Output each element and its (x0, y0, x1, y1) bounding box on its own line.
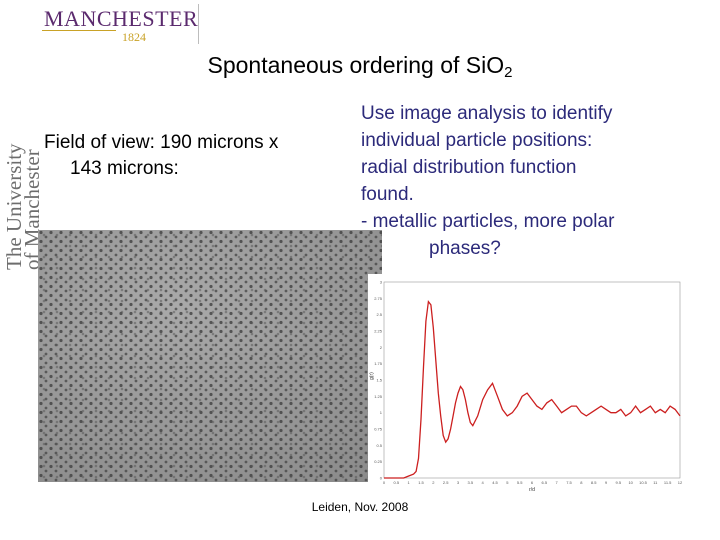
x-tick-label: 4 (482, 480, 485, 485)
manchester-logo: MANCHESTER 1824 (42, 6, 198, 46)
field-of-view-line2: 143 microns: (70, 158, 179, 179)
x-tick-label: 3 (457, 480, 460, 485)
chart-background (368, 274, 688, 494)
x-tick-label: 2 (432, 480, 435, 485)
y-tick-label: 0.5 (376, 443, 382, 448)
y-tick-label: 1.75 (374, 361, 383, 366)
analysis-line: phases? (429, 238, 501, 259)
x-tick-label: 9.5 (616, 480, 622, 485)
x-tick-label: 3.5 (468, 480, 474, 485)
x-tick-label: 0 (383, 480, 386, 485)
rdf-chart: 0 0.25 0.5 0.75 1 1.25 1.5 1.75 2 2.25 2.5 2.75 3 0 0.… (368, 274, 688, 494)
x-tick-label: 9 (605, 480, 608, 485)
y-tick-label: 0 (380, 476, 383, 481)
slide-title-subscript: 2 (504, 64, 513, 81)
y-tick-label: 0.75 (374, 427, 383, 432)
analysis-text: Use image analysis to identify individua… (361, 100, 614, 262)
field-of-view-text: Field of view: 190 microns x 143 microns… (44, 130, 278, 182)
y-tick-label: 0.25 (374, 459, 383, 464)
x-tick-label: 11.5 (664, 480, 672, 485)
x-tick-label: 2.5 (443, 480, 449, 485)
analysis-line: Use image analysis to identify (361, 103, 613, 124)
x-tick-label: 7.5 (566, 480, 572, 485)
x-tick-label: 10 (628, 480, 633, 485)
analysis-line: found. (361, 184, 414, 205)
y-tick-label: 2 (380, 345, 383, 350)
y-tick-label: 3 (380, 280, 383, 285)
side-logo-line1: The University (4, 143, 26, 270)
x-tick-label: 1.5 (418, 480, 424, 485)
slide-title-text: Spontaneous ordering of SiO (207, 52, 505, 78)
x-tick-label: 5 (506, 480, 509, 485)
y-axis-label: g(r) (369, 372, 375, 380)
field-of-view-line1: Field of view: 190 microns x (44, 132, 279, 153)
rdf-series-line (384, 299, 681, 479)
x-tick-label: 8.5 (591, 480, 597, 485)
y-tick-label: 1.5 (376, 378, 382, 383)
x-tick-label: 4.5 (492, 480, 498, 485)
slide-title: Spontaneous ordering of SiO2 (0, 52, 720, 81)
x-tick-label: 10.5 (639, 480, 648, 485)
x-tick-label: 6.5 (542, 480, 548, 485)
brand-rule (42, 30, 116, 31)
analysis-line: radial distribution function (361, 157, 577, 178)
x-axis-label: r/d (529, 487, 535, 493)
brand-year: 1824 (122, 30, 146, 44)
x-tick-label: 8 (580, 480, 583, 485)
y-tick-label: 2.5 (376, 312, 382, 317)
header-divider (198, 4, 199, 44)
x-tick-label: 6 (531, 480, 534, 485)
x-tick-label: 11 (653, 480, 658, 485)
plot-frame (383, 281, 681, 479)
y-tick-label: 1.25 (374, 394, 383, 399)
y-tick-label: 1 (380, 410, 383, 415)
footer-text: Leiden, Nov. 2008 (311, 500, 409, 514)
sem-micrograph (38, 230, 382, 482)
analysis-line: - metallic particles, more polar (361, 211, 615, 232)
x-tick-label: 7 (556, 480, 559, 485)
x-tick-label: 1 (408, 480, 411, 485)
brand-name: MANCHESTER (44, 6, 199, 31)
x-tick-label: 12 (678, 480, 683, 485)
analysis-line: individual particle positions: (361, 130, 593, 151)
y-tick-label: 2.75 (374, 296, 383, 301)
x-tick-label: 5.5 (517, 480, 523, 485)
y-tick-label: 2.25 (374, 329, 383, 334)
x-tick-label: 0.5 (394, 480, 400, 485)
